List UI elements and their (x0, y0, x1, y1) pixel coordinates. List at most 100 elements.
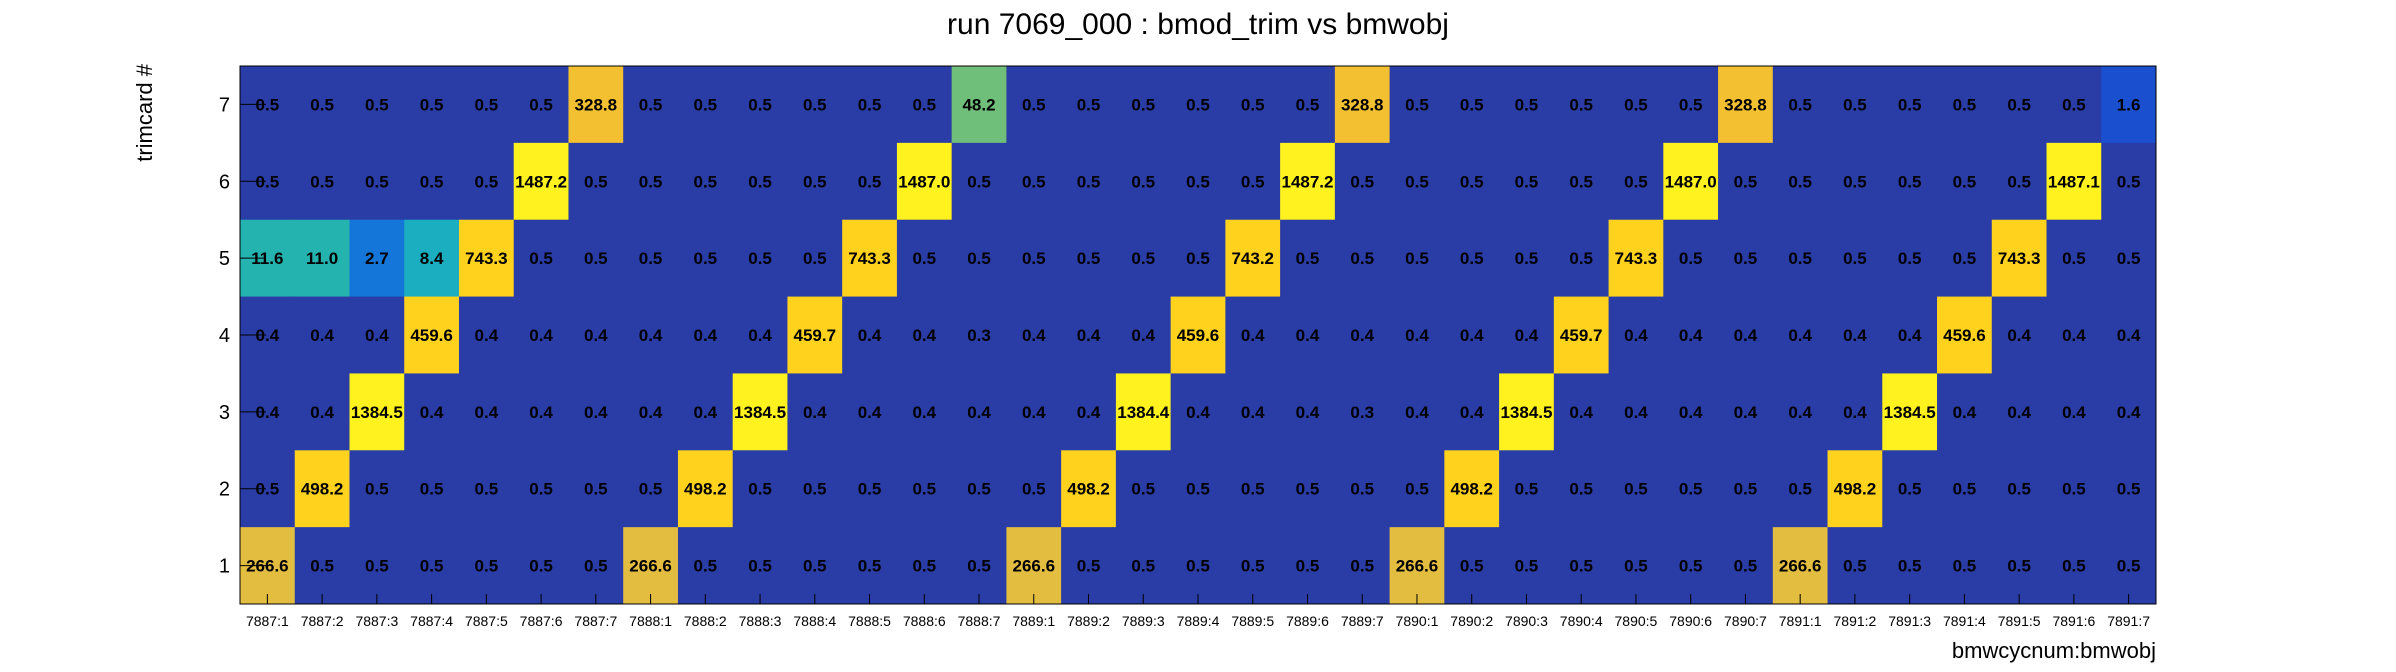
cell-value-label: 0.5 (1734, 172, 1758, 191)
heatmap-cell (1444, 373, 1500, 451)
heatmap-cell (1061, 142, 1117, 221)
heatmap-cell (1006, 142, 1062, 221)
x-tick-label: 7887:6 (520, 613, 563, 629)
cell-value-label: 498.2 (684, 480, 727, 499)
heatmap-cell (404, 66, 460, 144)
cell-value-label: 0.5 (639, 95, 663, 114)
heatmap-cell (1389, 296, 1445, 374)
cell-value-label: 0.5 (256, 95, 280, 114)
cell-value-label: 0.5 (1843, 95, 1867, 114)
cell-value-label: 0.5 (1679, 95, 1703, 114)
heatmap-cell (677, 296, 734, 374)
cell-value-label: 0.4 (2062, 403, 2086, 422)
heatmap-cell (1991, 219, 2048, 298)
cell-value-label: 0.5 (1241, 557, 1265, 576)
cell-value-label: 0.5 (1679, 557, 1703, 576)
cell-value-label: 328.8 (1724, 95, 1767, 114)
cell-value-label: 0.5 (475, 557, 499, 576)
cell-value-label: 0.5 (2117, 249, 2141, 268)
cell-value-label: 0.5 (310, 557, 334, 576)
cell-value-label: 0.5 (1953, 557, 1977, 576)
cell-value-label: 0.4 (584, 326, 608, 345)
cell-value-label: 0.5 (529, 95, 553, 114)
heatmap-cell (349, 296, 405, 374)
heatmap-cell (349, 450, 405, 528)
heatmap-cell (1499, 527, 1555, 605)
cell-value-label: 0.5 (1734, 480, 1758, 499)
heatmap-cell (1882, 66, 1938, 144)
x-tick-label: 7889:6 (1286, 613, 1329, 629)
heatmap-cell (1663, 373, 1719, 451)
cell-value-label: 0.5 (1679, 480, 1703, 499)
heatmap-cell (1444, 296, 1500, 374)
cell-value-label: 0.4 (310, 403, 334, 422)
cell-value-label: 0.4 (1898, 326, 1922, 345)
x-tick-label: 7889:7 (1341, 613, 1384, 629)
cell-value-label: 0.5 (639, 480, 663, 499)
heatmap-cell (1389, 142, 1445, 221)
heatmap-cell (1225, 66, 1281, 144)
heatmap-cell (458, 527, 515, 605)
cell-value-label: 0.5 (1460, 172, 1484, 191)
heatmap-cell (1170, 527, 1226, 605)
cell-value-label: 0.5 (693, 557, 717, 576)
x-tick-label: 7891:7 (2107, 613, 2150, 629)
x-tick-label: 7888:4 (793, 613, 836, 629)
cell-value-label: 0.5 (1898, 557, 1922, 576)
cell-value-label: 11.0 (306, 249, 338, 268)
cell-value-label: 0.4 (475, 403, 499, 422)
heatmap-cell (1115, 373, 1172, 451)
heatmap-cell-labels: 0.5 0.5 0.5 0.5 0.5 0.5 328.8 0.5 0.5 0.5 0.5 0.5 0.… (246, 95, 2141, 575)
cell-value-label: 0.5 (420, 557, 444, 576)
heatmap-cell (404, 142, 460, 221)
heatmap-cell (1006, 219, 1062, 298)
heatmap-cell (2101, 296, 2157, 374)
heatmap-cell (1499, 373, 1555, 451)
x-tick-label: 7887:3 (355, 613, 398, 629)
cell-value-label: 0.5 (967, 172, 991, 191)
cell-value-label: 0.5 (1460, 95, 1484, 114)
cell-value-label: 0.5 (803, 480, 827, 499)
cell-value-label: 1487.0 (1665, 172, 1717, 191)
x-tick-label: 7888:1 (629, 613, 672, 629)
heatmap-cell (842, 296, 898, 374)
cell-value-label: 0.4 (529, 326, 553, 345)
heatmap-cell (1389, 373, 1445, 451)
cell-value-label: 0.5 (1022, 249, 1046, 268)
heatmap-cell (1882, 142, 1938, 221)
cell-value-label: 0.5 (584, 557, 608, 576)
cell-value-label: 0.5 (1405, 480, 1429, 499)
heatmap-cell (1444, 527, 1500, 605)
cell-value-label: 498.2 (1067, 480, 1110, 499)
cell-value-label: 328.8 (1341, 95, 1384, 114)
cell-value-label: 0.5 (2117, 480, 2141, 499)
y-tick-label: 5 (219, 248, 230, 270)
cell-value-label: 0.5 (1241, 95, 1265, 114)
heatmap-cell (1663, 450, 1719, 528)
cell-value-label: 0.4 (584, 403, 608, 422)
heatmap-cell (1553, 66, 1610, 144)
cell-value-label: 0.5 (1296, 557, 1320, 576)
heatmap-cell (1280, 66, 1336, 144)
heatmap-cell (732, 527, 788, 605)
cell-value-label: 0.5 (1843, 172, 1867, 191)
cell-value-label: 0.5 (1569, 249, 1593, 268)
cell-value-label: 0.4 (1077, 403, 1101, 422)
cell-value-label: 0.5 (912, 249, 936, 268)
cell-value-label: 0.4 (1788, 403, 1812, 422)
heatmap-cell (842, 450, 898, 528)
x-tick-label: 7888:5 (848, 613, 891, 629)
cell-value-label: 0.4 (2117, 403, 2141, 422)
cell-value-label: 0.5 (2062, 480, 2086, 499)
cell-value-label: 0.5 (584, 172, 608, 191)
heatmap-cell (1334, 142, 1391, 221)
cell-value-label: 0.5 (310, 95, 334, 114)
heatmap-cell (513, 373, 569, 451)
cell-value-label: 0.5 (858, 480, 882, 499)
heatmap-cell (677, 373, 734, 451)
cell-value-label: 0.5 (639, 172, 663, 191)
cell-value-label: 498.2 (301, 480, 344, 499)
cell-value-label: 0.5 (1350, 172, 1374, 191)
cell-value-label: 0.5 (310, 172, 334, 191)
cell-value-label: 0.5 (2062, 95, 2086, 114)
